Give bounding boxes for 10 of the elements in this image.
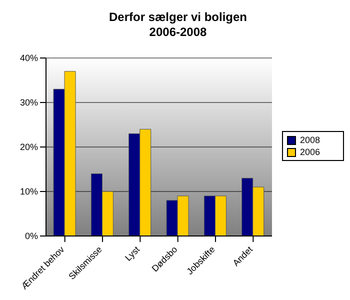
y-tick-label: 0% [24, 231, 38, 242]
chart-title: Derfor sælger vi boligen [108, 10, 248, 25]
y-tick-label: 20% [20, 142, 38, 152]
legend-label: 2008 [300, 134, 320, 146]
chart-subtitle: 2006-2008 [148, 25, 208, 40]
text: 2006 [300, 146, 320, 158]
y-tick-label: 10% [20, 186, 38, 197]
x-tick-label: Lyst [123, 244, 142, 263]
y-tick-label: 30% [20, 98, 38, 108]
y-tick-label: 40% [20, 53, 38, 64]
